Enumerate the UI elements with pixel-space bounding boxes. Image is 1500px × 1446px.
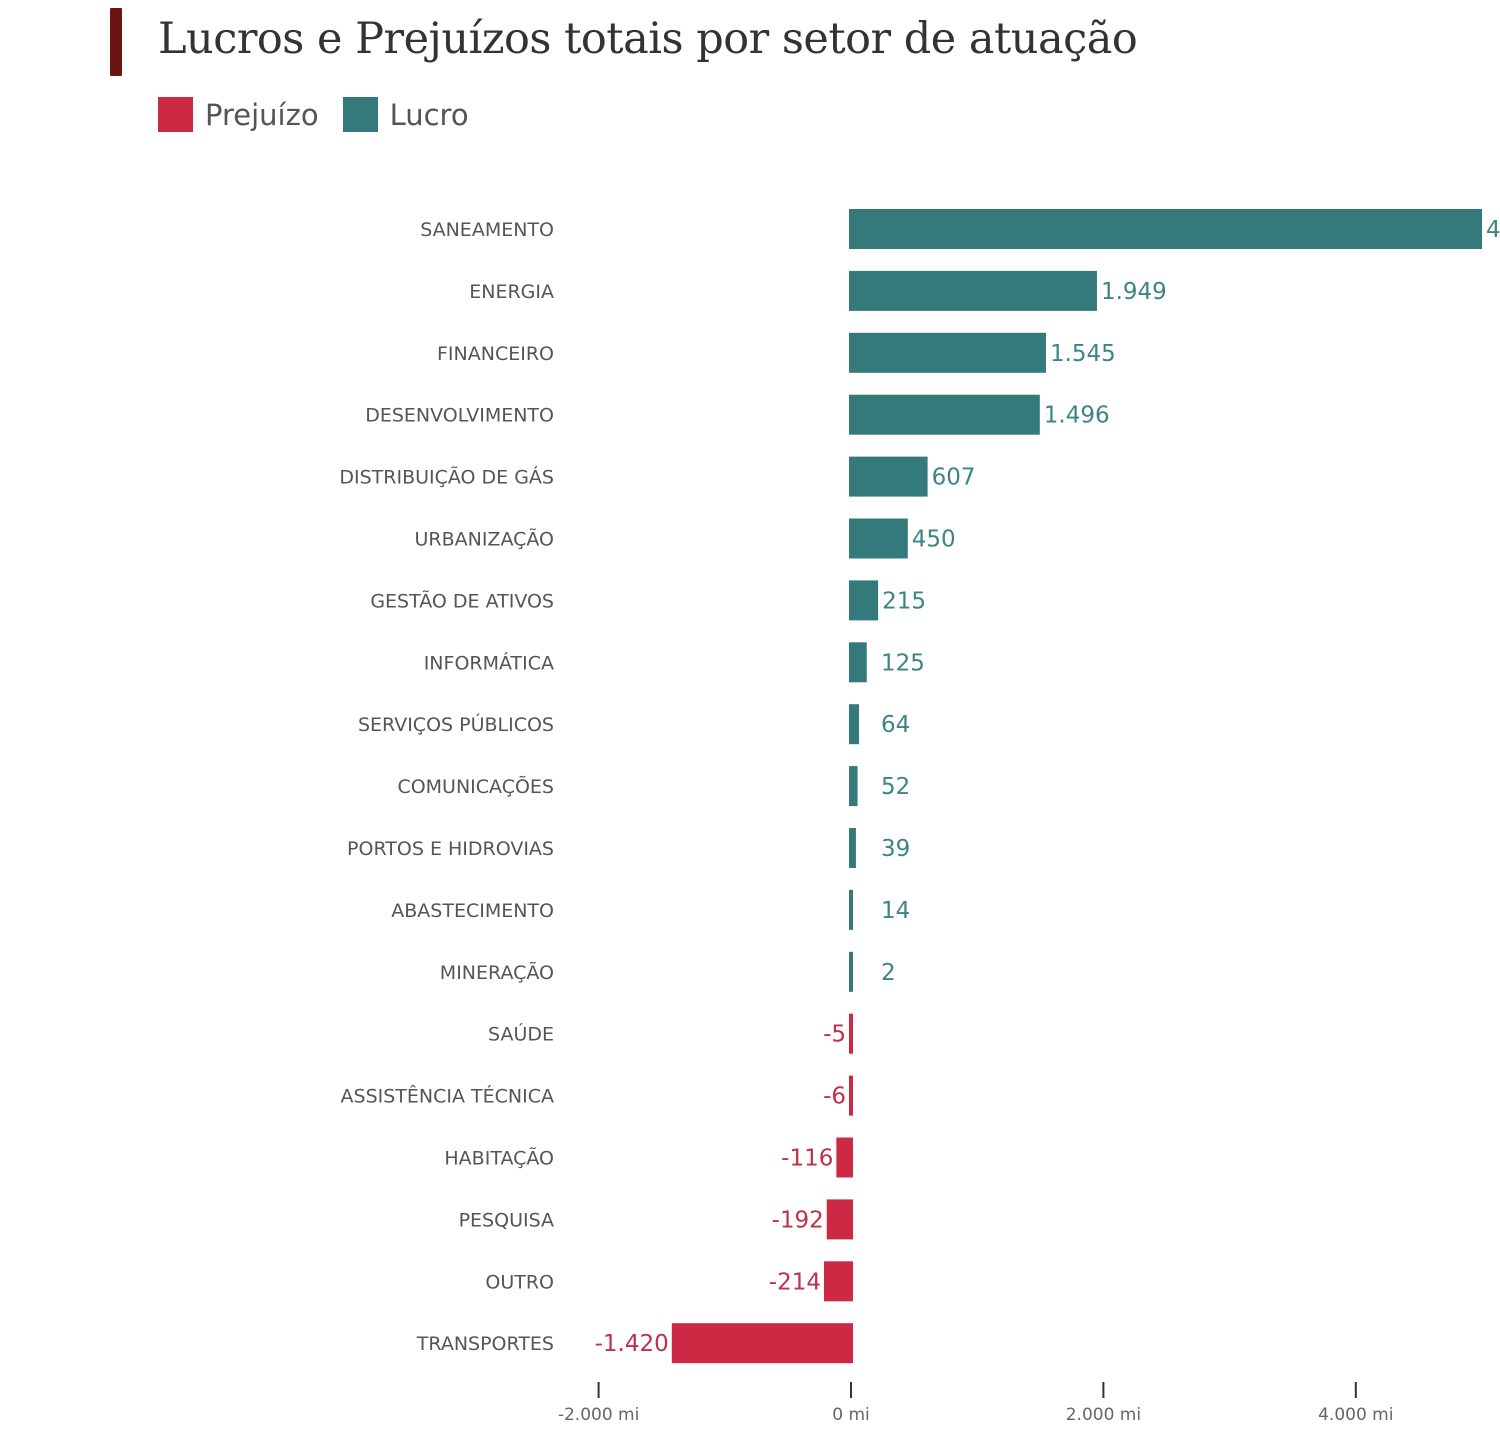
profit-bar xyxy=(849,270,1097,311)
category-label: DISTRIBUIÇÃO DE GÁS xyxy=(339,466,554,489)
legend-item-profit: Lucro xyxy=(342,97,469,132)
loss-bar xyxy=(671,1323,853,1364)
loss-bar xyxy=(849,1075,853,1116)
category-label: COMUNICAÇÕES xyxy=(397,775,554,798)
x-tick-label: -2.000 mi xyxy=(558,1405,640,1425)
category-label: GESTÃO DE ATIVOS xyxy=(370,589,554,612)
category-label: PESQUISA xyxy=(459,1209,554,1231)
x-tick-label: 0 mi xyxy=(832,1405,870,1425)
category-label: DESENVOLVIMENTO xyxy=(365,405,554,427)
profit-bar xyxy=(849,394,1040,435)
category-label: FINANCEIRO xyxy=(437,343,554,365)
loss-bar xyxy=(823,1261,853,1302)
profit-bar xyxy=(849,704,860,745)
profit-bar xyxy=(849,518,908,559)
legend-swatch-loss xyxy=(158,97,193,132)
value-label: -1.420 xyxy=(595,1331,669,1357)
category-label: ABASTECIMENTO xyxy=(391,900,554,922)
value-label: 1.496 xyxy=(1044,403,1110,429)
value-label: -192 xyxy=(772,1207,824,1233)
value-label: -6 xyxy=(823,1084,846,1110)
category-label: HABITAÇÃO xyxy=(444,1147,554,1170)
loss-bar xyxy=(826,1199,853,1240)
value-label: 52 xyxy=(881,774,910,800)
value-label: 1.545 xyxy=(1050,341,1116,367)
category-label: INFORMÁTICA xyxy=(424,651,554,674)
value-label: 450 xyxy=(912,527,956,553)
category-label: SAÚDE xyxy=(488,1022,554,1046)
value-label: 215 xyxy=(882,588,926,614)
value-label: 125 xyxy=(881,650,925,676)
value-label: 4 xyxy=(1486,217,1500,243)
value-label: -116 xyxy=(781,1146,833,1172)
legend: Prejuízo Lucro xyxy=(158,97,493,132)
profit-bar xyxy=(849,332,1046,373)
x-tick-label: 2.000 mi xyxy=(1066,1405,1141,1425)
profit-bar xyxy=(849,889,853,930)
legend-swatch-profit xyxy=(342,97,378,132)
chart-title: Lucros e Prejuízos totais por setor de a… xyxy=(158,14,1138,64)
profit-bar xyxy=(849,951,853,992)
category-label: TRANSPORTES xyxy=(416,1333,554,1355)
legend-label-profit: Lucro xyxy=(389,97,469,132)
value-label: 1.949 xyxy=(1101,279,1167,305)
value-label: 607 xyxy=(932,465,976,491)
value-label: 2 xyxy=(881,960,896,986)
loss-bar xyxy=(849,1013,853,1054)
profit-bar xyxy=(849,766,858,807)
value-label: 39 xyxy=(881,836,910,862)
profit-bar xyxy=(849,642,867,683)
value-label: 64 xyxy=(881,712,910,738)
title-accent-bar xyxy=(110,8,122,76)
category-label: PORTOS E HIDROVIAS xyxy=(347,838,554,860)
legend-item-loss: Prejuízo xyxy=(158,97,319,132)
category-label: SANEAMENTO xyxy=(420,219,554,241)
value-label: -5 xyxy=(823,1022,846,1048)
category-label: SERVIÇOS PÚBLICOS xyxy=(358,712,554,736)
category-label: ASSISTÊNCIA TÉCNICA xyxy=(341,1085,554,1108)
profit-bar xyxy=(849,209,1482,249)
legend-label-loss: Prejuízo xyxy=(205,97,319,132)
loss-bar xyxy=(836,1137,853,1178)
x-tick-label: 4.000 mi xyxy=(1318,1405,1393,1425)
profit-bar xyxy=(849,580,879,621)
category-label: MINERAÇÃO xyxy=(440,961,554,984)
profit-bar xyxy=(849,828,856,868)
value-label: -214 xyxy=(769,1269,821,1295)
category-label: URBANIZAÇÃO xyxy=(414,528,554,551)
value-label: 14 xyxy=(881,898,910,924)
profit-bar xyxy=(849,456,928,497)
category-label: ENERGIA xyxy=(469,281,554,303)
category-label: OUTRO xyxy=(485,1271,554,1293)
